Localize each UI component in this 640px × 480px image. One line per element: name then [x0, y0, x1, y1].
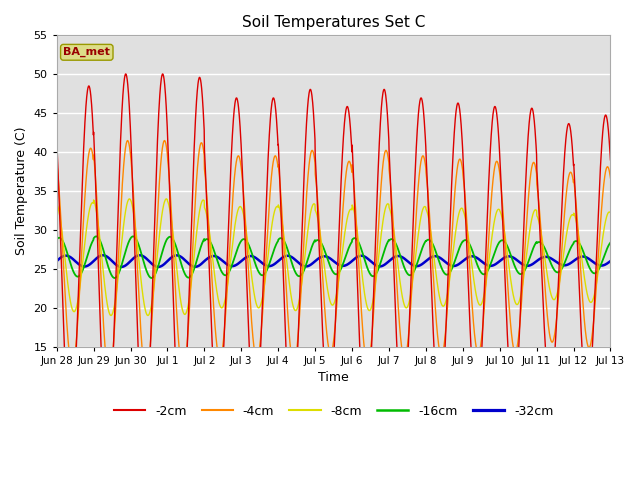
- Line: -2cm: -2cm: [57, 74, 611, 441]
- -16cm: [573, 239, 581, 244]
- -16cm: [558, 265, 566, 271]
- -32cm: [99, 252, 107, 258]
- -8cm: [607, 210, 614, 216]
- -32cm: [118, 264, 125, 270]
- -8cm: [53, 201, 61, 206]
- -8cm: [108, 312, 115, 318]
- -8cm: [495, 206, 502, 212]
- -32cm: [495, 259, 502, 264]
- -4cm: [161, 138, 168, 144]
- -32cm: [208, 253, 216, 259]
- -16cm: [362, 261, 370, 267]
- Y-axis label: Soil Temperature (C): Soil Temperature (C): [15, 127, 28, 255]
- Text: BA_met: BA_met: [63, 47, 110, 58]
- -2cm: [558, 200, 566, 205]
- -4cm: [53, 159, 61, 165]
- -2cm: [362, 422, 370, 428]
- -4cm: [362, 358, 370, 363]
- Line: -4cm: -4cm: [57, 141, 611, 374]
- -32cm: [573, 255, 581, 261]
- -16cm: [495, 240, 502, 246]
- -32cm: [350, 256, 358, 262]
- -16cm: [92, 233, 100, 239]
- -2cm: [208, 328, 216, 334]
- -4cm: [208, 271, 216, 277]
- -2cm: [350, 185, 358, 191]
- -4cm: [607, 175, 614, 181]
- -16cm: [350, 235, 358, 241]
- -2cm: [159, 71, 166, 77]
- -32cm: [53, 258, 61, 264]
- -8cm: [362, 299, 370, 305]
- -32cm: [362, 254, 370, 260]
- Title: Soil Temperatures Set C: Soil Temperatures Set C: [242, 15, 425, 30]
- -4cm: [495, 165, 502, 170]
- -4cm: [558, 245, 566, 251]
- -8cm: [573, 224, 581, 230]
- -2cm: [495, 137, 502, 143]
- -8cm: [558, 263, 566, 269]
- -16cm: [111, 275, 118, 281]
- -8cm: [350, 208, 358, 214]
- -4cm: [350, 182, 358, 188]
- -2cm: [140, 438, 148, 444]
- -32cm: [607, 258, 614, 264]
- Line: -32cm: -32cm: [57, 255, 611, 267]
- Line: -8cm: -8cm: [57, 199, 611, 315]
- -2cm: [573, 240, 581, 246]
- -2cm: [53, 137, 61, 143]
- -16cm: [607, 240, 614, 245]
- Line: -16cm: -16cm: [57, 236, 611, 278]
- Legend: -2cm, -4cm, -8cm, -16cm, -32cm: -2cm, -4cm, -8cm, -16cm, -32cm: [109, 400, 558, 423]
- -8cm: [125, 196, 133, 202]
- -4cm: [573, 218, 581, 224]
- -8cm: [208, 247, 216, 252]
- -32cm: [558, 262, 566, 268]
- -16cm: [208, 241, 216, 247]
- X-axis label: Time: Time: [318, 372, 349, 384]
- -16cm: [53, 237, 61, 242]
- -4cm: [142, 371, 150, 377]
- -2cm: [607, 157, 614, 163]
